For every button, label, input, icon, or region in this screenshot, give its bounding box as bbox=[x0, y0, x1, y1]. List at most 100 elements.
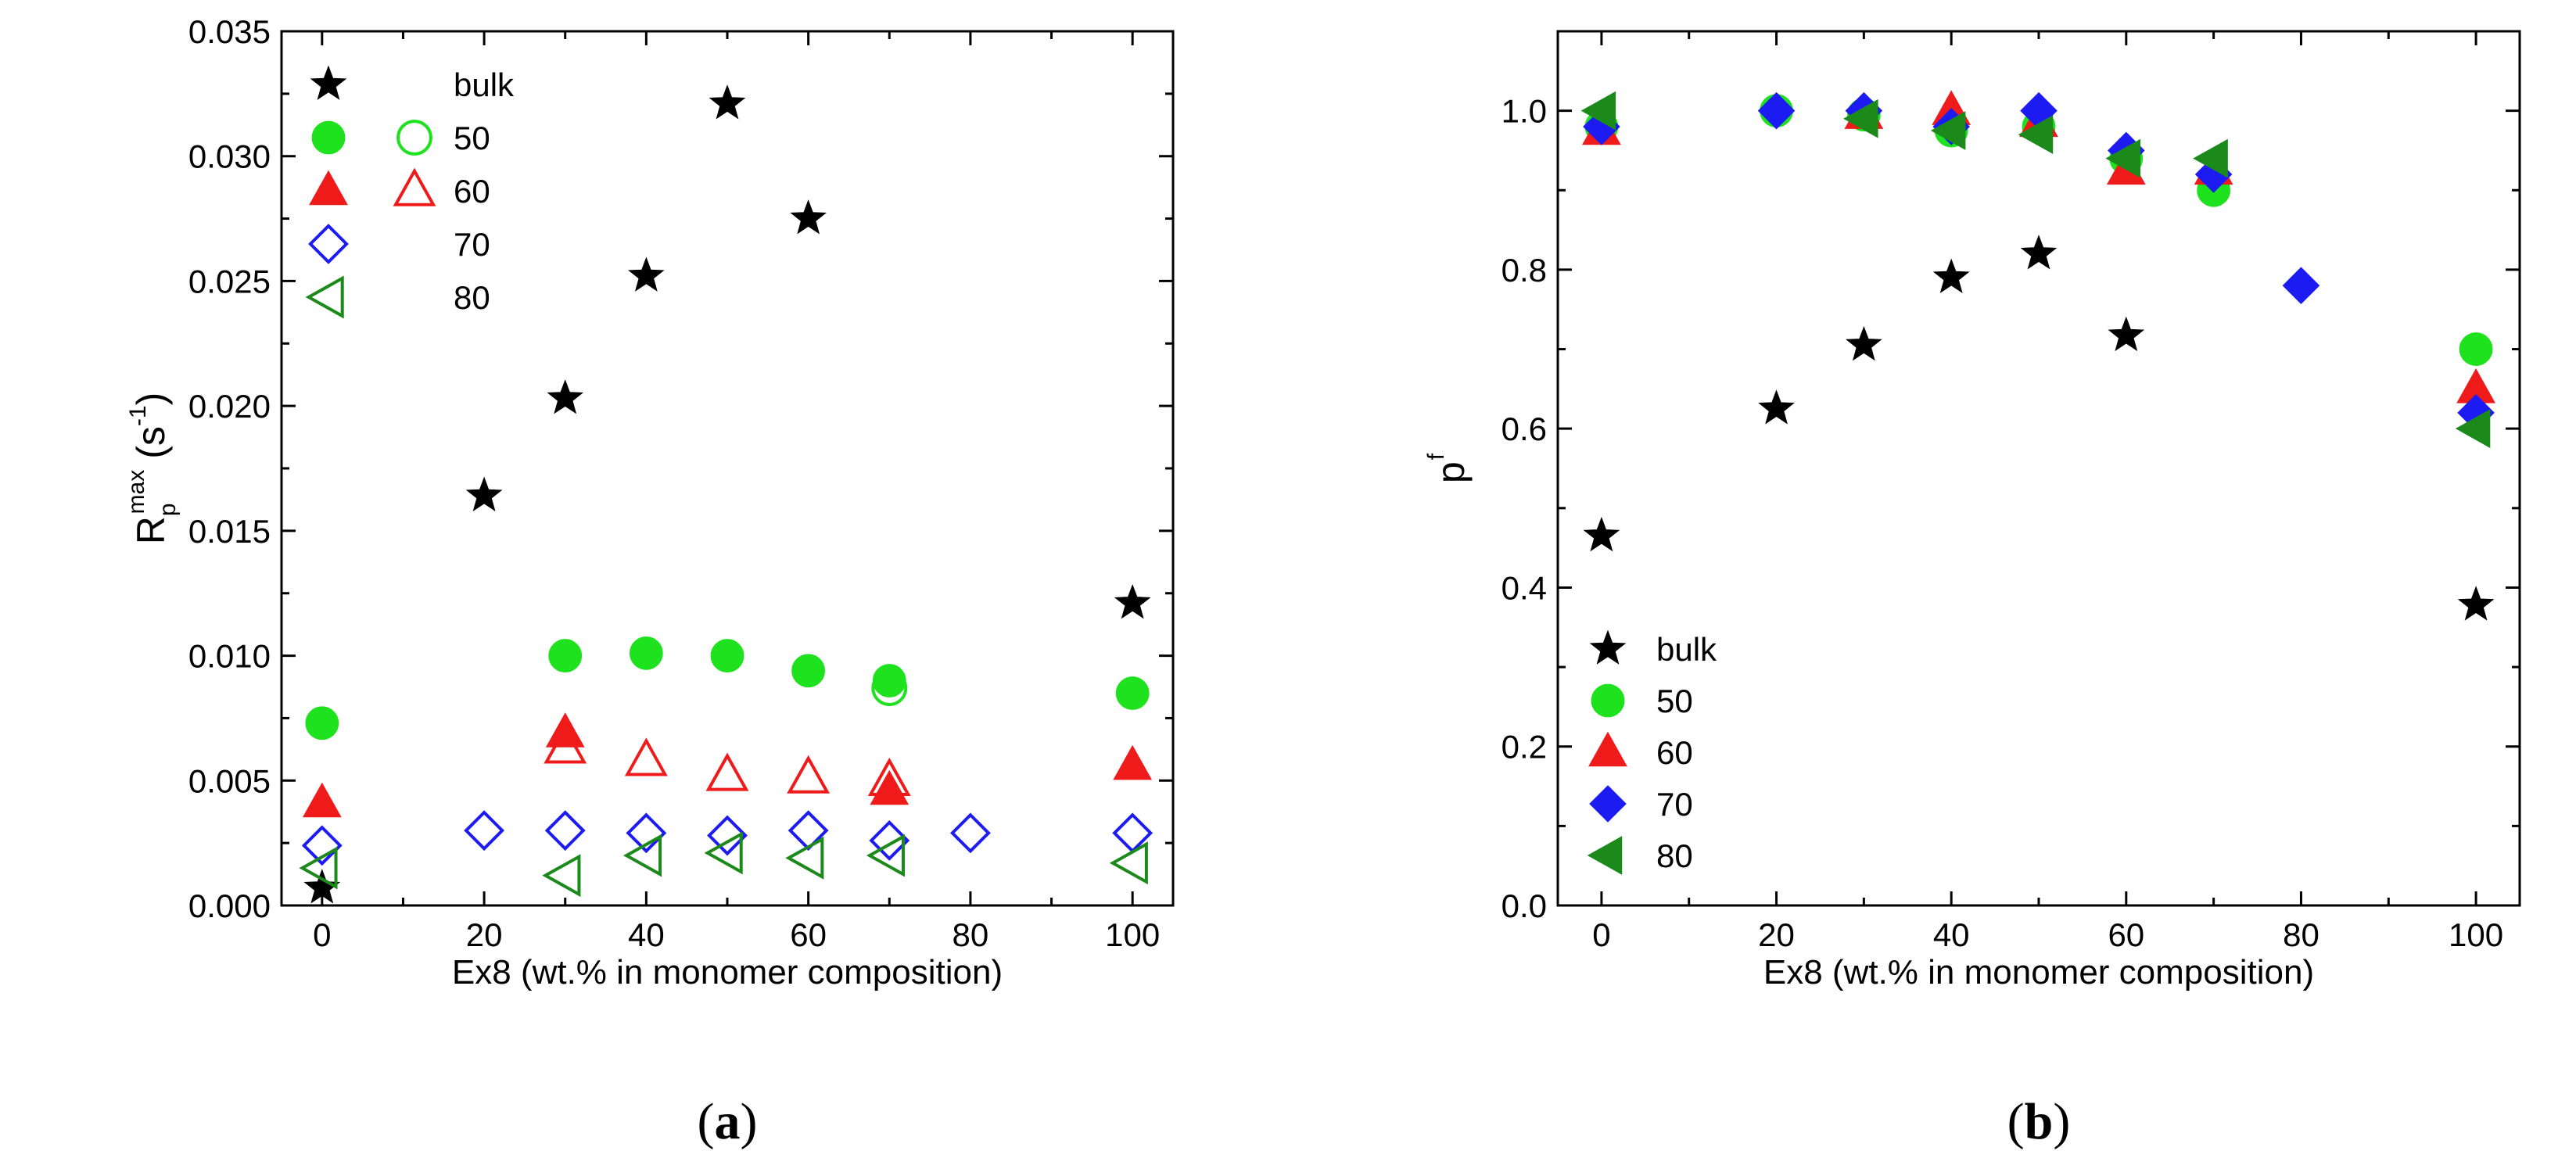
data-point-60-open bbox=[544, 725, 587, 764]
legend-label-60: 60 bbox=[454, 173, 490, 210]
legend-marker-60 bbox=[393, 167, 436, 206]
y-tick-label: 0.6 bbox=[1501, 411, 1547, 447]
data-point-70-open bbox=[707, 815, 748, 856]
data-point-50-filled bbox=[629, 636, 663, 670]
y-tick-label: 0.0 bbox=[1501, 887, 1547, 924]
data-point-bulk-filled bbox=[2020, 235, 2058, 270]
data-point-bulk-filled bbox=[465, 476, 503, 511]
legend: bulk 50 60 70 80 bbox=[305, 65, 515, 319]
x-tick-label: 60 bbox=[2108, 916, 2144, 953]
y-axis-title: pf bbox=[1423, 453, 1473, 483]
data-point-60-open bbox=[705, 752, 749, 791]
panel-a: 0 20 40 60 80 1000.0000.0050.0100.0150.0200.0… bbox=[124, 13, 1175, 1150]
y-tick-label: 0.020 bbox=[188, 388, 271, 425]
data-point-80-filled bbox=[2018, 115, 2054, 155]
y-tick-label: 0.005 bbox=[188, 762, 271, 799]
data-point-80-filled bbox=[2193, 138, 2228, 178]
y-axis-title-main: p bbox=[1429, 461, 1473, 483]
data-point-70-open bbox=[464, 810, 505, 852]
panel-label: (b) bbox=[2007, 1093, 2071, 1150]
data-point-bulk-filled bbox=[1932, 258, 1970, 293]
data-point-50-filled bbox=[548, 639, 583, 672]
data-point-50-filled bbox=[2459, 332, 2493, 366]
y-axis-title-unit-close: ) bbox=[129, 393, 173, 406]
legend-label-70: 70 bbox=[1656, 786, 1693, 823]
y-axis-title-sup: max bbox=[124, 470, 149, 514]
x-tick-label: 80 bbox=[2283, 916, 2319, 953]
legend-marker-50 bbox=[396, 120, 432, 156]
x-tick-label: 60 bbox=[790, 916, 827, 953]
x-tick-label: 20 bbox=[1758, 916, 1795, 953]
data-point-bulk-filled bbox=[1583, 516, 1620, 552]
x-axis: 0 20 40 60 80 100 bbox=[313, 31, 1160, 953]
x-tick-label: 40 bbox=[1933, 916, 1970, 953]
y-tick-label: 0.010 bbox=[188, 638, 271, 675]
data-point-80-open bbox=[542, 854, 581, 898]
data-point-80-open bbox=[1109, 841, 1148, 885]
legend-label-80: 80 bbox=[454, 279, 490, 316]
y-axis-title-sub: p bbox=[155, 503, 181, 516]
data-point-50-filled bbox=[710, 639, 744, 672]
data-point-60-open bbox=[867, 757, 911, 796]
plot-frame bbox=[1556, 30, 2521, 907]
data-point-70-filled bbox=[2282, 267, 2320, 305]
data-points bbox=[1580, 90, 2495, 621]
y-axis-title-main: R bbox=[129, 516, 173, 544]
y-axis-title-unit: (s bbox=[129, 426, 173, 459]
y-tick-label: 0.2 bbox=[1501, 729, 1547, 765]
data-point-bulk-filled bbox=[628, 256, 665, 292]
legend-marker-bulk bbox=[1589, 629, 1627, 665]
data-point-bulk-filled bbox=[790, 199, 827, 235]
legend-marker-50 bbox=[1591, 683, 1625, 718]
x-tick-label: 100 bbox=[2449, 916, 2503, 953]
data-point-70-open bbox=[626, 812, 667, 854]
data-point-80-filled bbox=[1930, 111, 1966, 150]
data-point-80-filled bbox=[1580, 91, 1616, 131]
x-tick-label: 40 bbox=[628, 916, 665, 953]
panel-label: (a) bbox=[698, 1093, 758, 1150]
data-point-bulk-filled bbox=[2457, 586, 2495, 621]
data-point-80-open bbox=[622, 834, 662, 877]
data-point-bulk-filled bbox=[709, 84, 746, 120]
data-point-60-filled bbox=[870, 769, 909, 805]
x-tick-label: 100 bbox=[1105, 916, 1160, 953]
data-points bbox=[299, 84, 1153, 904]
y-tick-label: 0.4 bbox=[1501, 569, 1547, 606]
legend-marker-80 bbox=[305, 275, 344, 319]
data-point-80-open bbox=[299, 846, 338, 890]
legend-label-60: 60 bbox=[1656, 734, 1693, 771]
legend-label-50: 50 bbox=[454, 120, 490, 156]
legend-marker-70 bbox=[308, 224, 349, 264]
data-point-60-open bbox=[787, 755, 831, 794]
legend-label-50: 50 bbox=[1656, 683, 1693, 719]
plot-frame bbox=[280, 30, 1175, 907]
x-axis-title: Ex8 (wt.% in monomer composition) bbox=[452, 953, 1003, 991]
data-point-60-open bbox=[624, 737, 668, 776]
y-axis: 0.000 0.005 0.010 0.015 0.020 0.025 0.030 0.035 bbox=[188, 13, 1173, 924]
data-point-70-open bbox=[949, 812, 991, 854]
x-tick-label: 0 bbox=[1592, 916, 1610, 953]
y-axis-title: Rpmax (s-1) bbox=[124, 393, 181, 544]
data-point-50-open bbox=[871, 670, 908, 706]
y-axis: 0.0 0.2 0.4 0.6 0.8 1.0 bbox=[1501, 93, 2520, 924]
y-tick-label: 0.025 bbox=[188, 263, 271, 299]
data-point-70-open bbox=[869, 820, 910, 861]
legend-label-80: 80 bbox=[1656, 837, 1693, 874]
legend-label-bulk: bulk bbox=[1656, 631, 1717, 668]
y-axis-title-sup: f bbox=[1423, 453, 1449, 460]
data-point-bulk-filled bbox=[547, 379, 584, 414]
legend-marker-80 bbox=[1587, 836, 1623, 875]
legend-marker-50 bbox=[311, 120, 346, 155]
y-tick-label: 1.0 bbox=[1501, 93, 1547, 130]
data-point-60-filled bbox=[302, 782, 342, 818]
y-tick-label: 0.000 bbox=[188, 887, 271, 924]
data-point-70-open bbox=[301, 825, 343, 866]
x-tick-label: 20 bbox=[466, 916, 503, 953]
data-point-60-filled bbox=[1113, 744, 1153, 780]
y-tick-label: 0.8 bbox=[1501, 252, 1547, 289]
data-point-80-open bbox=[704, 831, 743, 875]
data-point-bulk-filled bbox=[1846, 325, 1882, 361]
y-tick-label: 0.030 bbox=[188, 138, 271, 175]
x-tick-label: 80 bbox=[953, 916, 989, 953]
